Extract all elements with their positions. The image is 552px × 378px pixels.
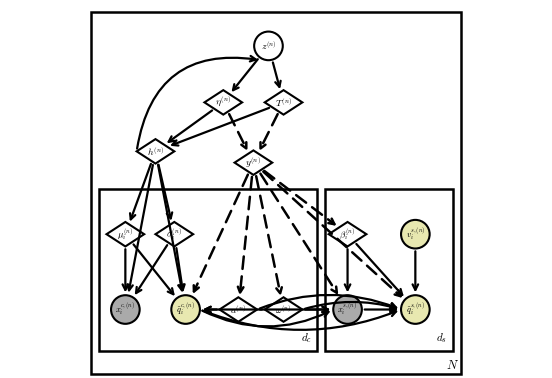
Polygon shape — [329, 222, 367, 246]
Polygon shape — [265, 297, 302, 322]
Text: $v_i^{s,(n)}$: $v_i^{s,(n)}$ — [406, 226, 425, 242]
Circle shape — [254, 32, 283, 60]
Polygon shape — [265, 90, 302, 115]
Text: $d_c$: $d_c$ — [301, 332, 312, 345]
Text: $\mu_i^{(n)}$: $\mu_i^{(n)}$ — [117, 226, 134, 242]
Text: $\sigma_i^{(n)}$: $\sigma_i^{(n)}$ — [166, 226, 182, 242]
Text: $T^{(n)}$: $T^{(n)}$ — [275, 96, 292, 109]
Bar — [99, 189, 317, 351]
Text: $y^{(n)}$: $y^{(n)}$ — [246, 155, 261, 170]
Text: $x_i^{c,(n)}$: $x_i^{c,(n)}$ — [115, 302, 135, 318]
Polygon shape — [107, 222, 144, 246]
Text: $z^{(n)}$: $z^{(n)}$ — [261, 39, 277, 52]
Polygon shape — [204, 90, 242, 115]
Text: $\tilde{q}_i^{c,(n)}$: $\tilde{q}_i^{c,(n)}$ — [176, 302, 195, 318]
Text: $\beta_i^{(n)}$: $\beta_i^{(n)}$ — [339, 227, 355, 242]
Text: $\eta^{(n)}$: $\eta^{(n)}$ — [215, 95, 231, 109]
Polygon shape — [137, 139, 174, 164]
Bar — [325, 189, 453, 351]
Circle shape — [401, 220, 429, 248]
Text: $x_i^{s,(n)}$: $x_i^{s,(n)}$ — [337, 302, 358, 318]
Circle shape — [171, 295, 200, 324]
Polygon shape — [235, 150, 272, 175]
Text: $\omega^{(n)}$: $\omega^{(n)}$ — [275, 303, 291, 316]
Text: $a^{(n)}$: $a^{(n)}$ — [230, 303, 247, 316]
Text: $h^{(n)}$: $h^{(n)}$ — [147, 145, 164, 158]
Text: $\tilde{q}_i^{s,(n)}$: $\tilde{q}_i^{s,(n)}$ — [406, 302, 425, 318]
Circle shape — [111, 295, 140, 324]
Circle shape — [401, 295, 429, 324]
Circle shape — [333, 295, 362, 324]
Polygon shape — [156, 222, 193, 246]
Polygon shape — [220, 297, 257, 322]
Text: $d_s$: $d_s$ — [436, 332, 447, 345]
Text: $N$: $N$ — [445, 359, 459, 372]
